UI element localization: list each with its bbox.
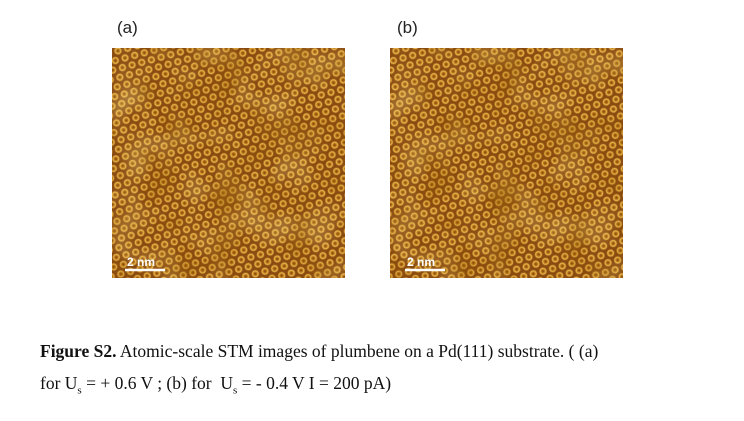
scale-bar-label: 2 nm [127,255,155,269]
panel-label: (a) [117,18,138,37]
stm-image: 2 nm [112,48,345,278]
subscript: s [77,384,82,397]
caption-text: = - 0.4 V I = 200 pA) [237,373,392,393]
subscript: s [233,384,238,397]
panel-label: (b) [397,18,418,37]
caption-line: for Us = + 0.6 V ; (b) for Us = - 0.4 V … [40,373,391,397]
caption-text: = + 0.6 V ; (b) for U [81,373,234,393]
caption-text: Atomic-scale STM images of plumbene on a… [119,341,599,361]
caption-line: Figure S2. Atomic-scale STM images of pl… [40,341,598,362]
caption-lead: Figure S2. [40,341,117,361]
scale-bar-label: 2 nm [407,255,435,269]
caption-text: for U [40,373,78,393]
stm-image: 2 nm [390,48,623,278]
